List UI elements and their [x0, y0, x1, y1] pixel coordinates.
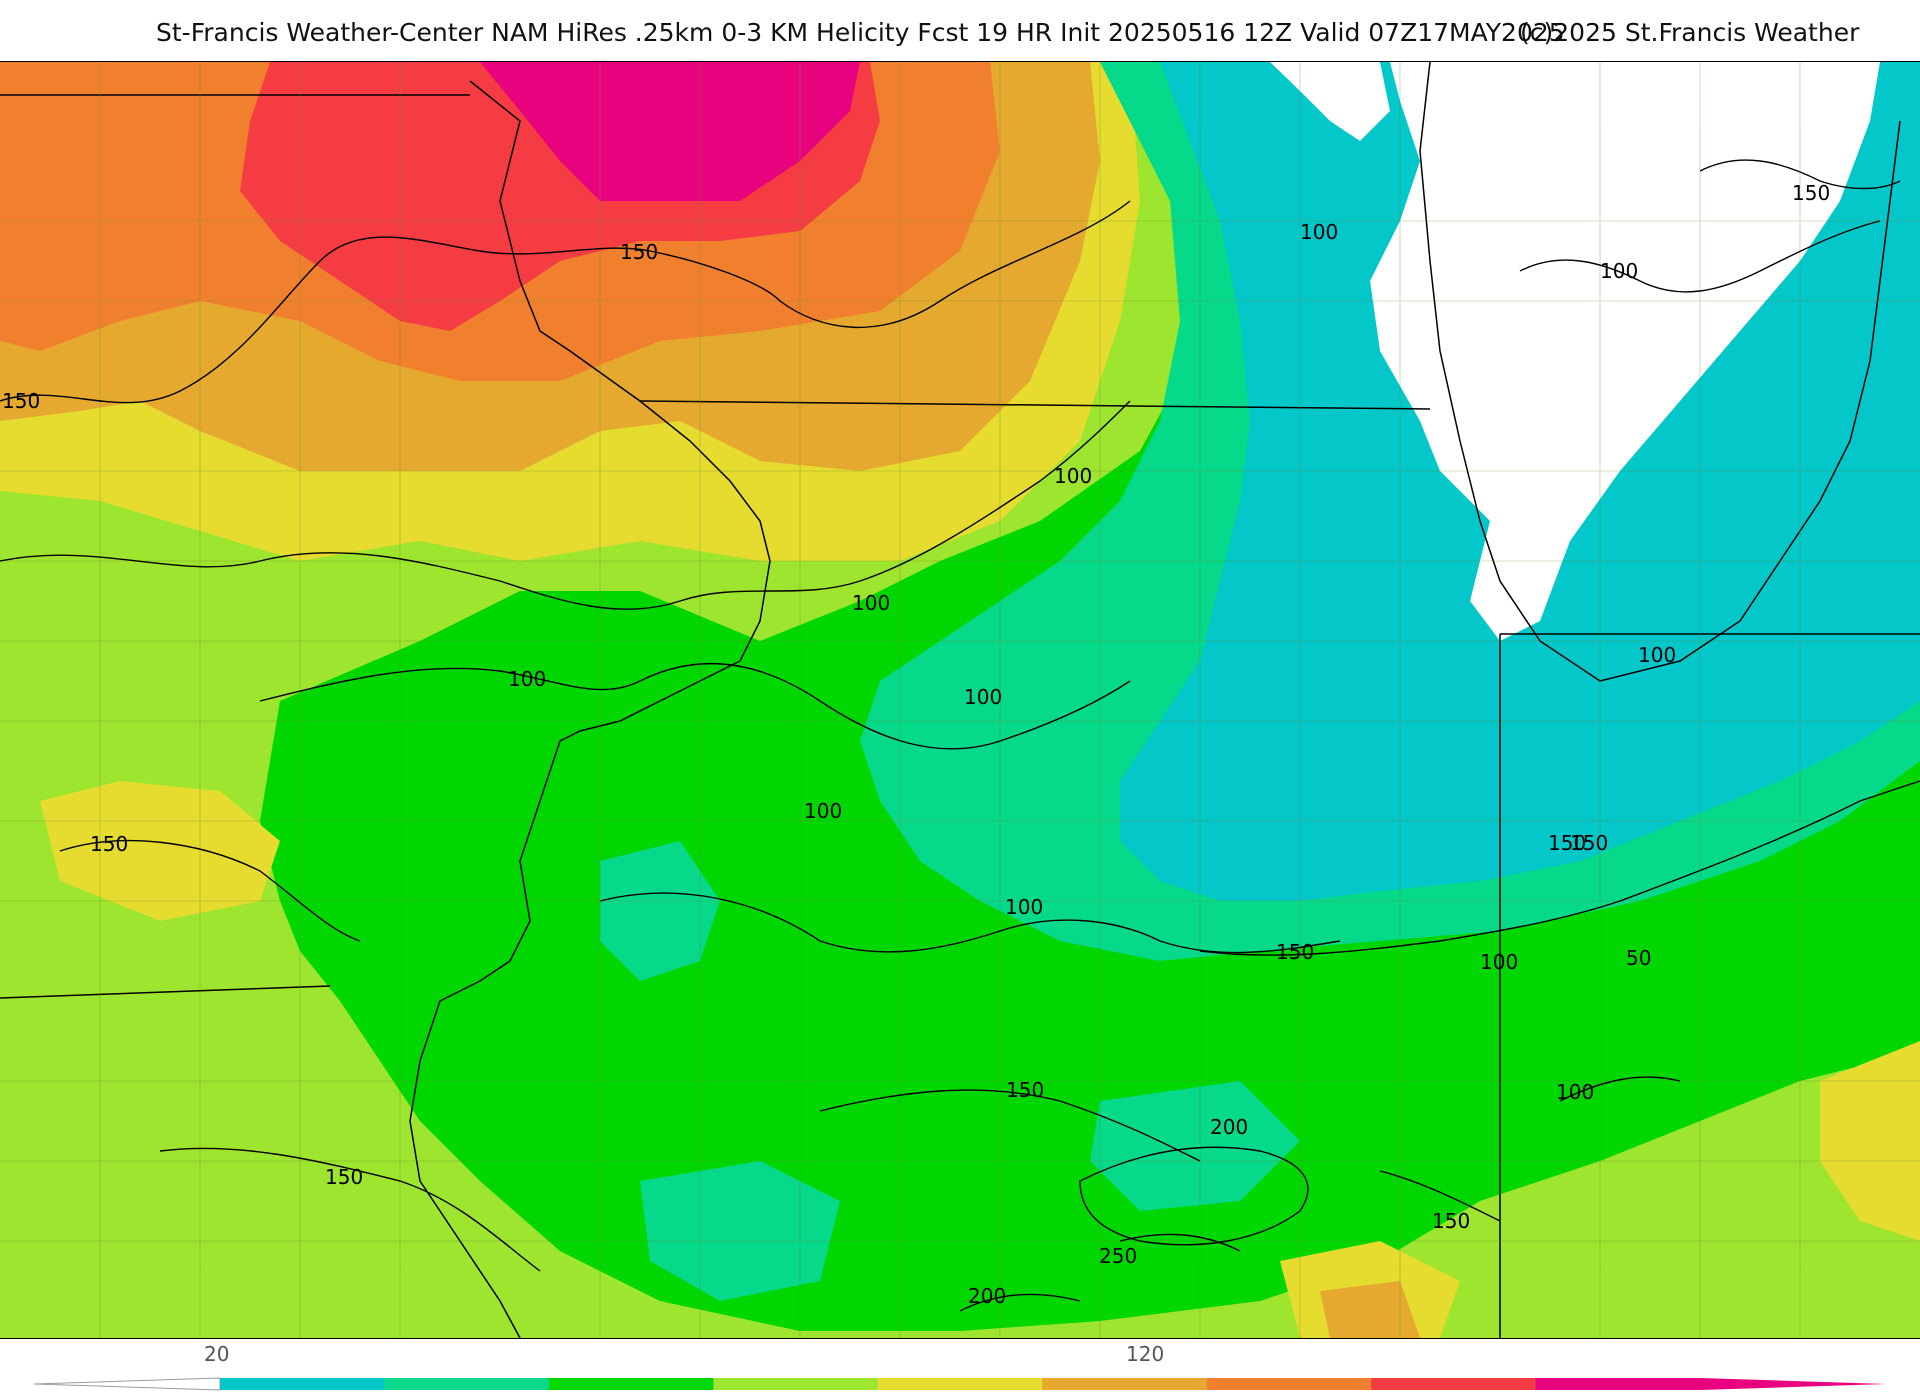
colorbar-cell	[1371, 1378, 1537, 1390]
contour-label: 200	[968, 1284, 1006, 1308]
contour-label: 100	[1005, 895, 1043, 919]
contour-label: 200	[1210, 1115, 1248, 1139]
contour-100-mid	[0, 400, 1131, 610]
contour-label: 100	[1600, 259, 1638, 283]
field-tan-s	[1320, 1281, 1420, 1338]
contour-200-south	[959, 1293, 1081, 1312]
contour-label: 100	[964, 685, 1002, 709]
field-teal-pocket-2	[640, 1161, 840, 1301]
colorbar-tick-label: 20	[204, 1342, 230, 1366]
colorbar-high-arrow	[1700, 1378, 1886, 1390]
field-teal-pocket-3	[1090, 1081, 1300, 1211]
contour-label: 150	[1548, 831, 1586, 855]
contour-label: 100	[804, 799, 842, 823]
helicity-map[interactable]: 150 150 150 150 100 100 100 100 100 100 …	[0, 61, 1920, 1339]
border-river-1	[469, 80, 771, 742]
contour-label: 150	[1276, 940, 1314, 964]
contour-100-central	[259, 662, 1131, 750]
contour-150-south	[819, 1089, 1201, 1162]
border-state-line-2	[0, 985, 331, 999]
colorbar-tick-label: 120	[1126, 1342, 1165, 1366]
colorbar-cell	[384, 1378, 550, 1390]
colorbar-svg	[33, 1377, 1886, 1391]
colorbar-cell	[713, 1378, 879, 1390]
contour-150-north	[0, 200, 1131, 404]
contour-label: 150	[90, 832, 128, 856]
contour-200-loop	[1079, 1146, 1309, 1246]
border-lake-shore	[1419, 62, 1901, 682]
helicity-map-svg: 150 150 150 150 100 100 100 100 100 100 …	[0, 62, 1920, 1338]
field-light-green-sw	[0, 881, 300, 1101]
contour-label: 100	[1638, 643, 1676, 667]
contour-150-ne	[1699, 159, 1901, 190]
field-yellow-se	[1820, 1041, 1920, 1241]
colorbar-cell	[1206, 1378, 1372, 1390]
colorbar-cells	[220, 1378, 1701, 1390]
contour-label: 100	[1556, 1080, 1594, 1104]
contour-label: 100	[1480, 950, 1518, 974]
colorbar: 20 120	[0, 1340, 1920, 1400]
colorbar-low-arrow	[33, 1377, 221, 1391]
copyright-text: (c)2025 St.Francis Weather	[1520, 18, 1860, 47]
field-teal-pocket-1	[600, 841, 720, 981]
contour-150-se	[1379, 1170, 1501, 1222]
map-title: St-Francis Weather-Center NAM HiRes .25k…	[156, 18, 1565, 47]
colorbar-cell	[1535, 1378, 1701, 1390]
contour-250	[1119, 1233, 1241, 1252]
colorbar-cell	[220, 1378, 385, 1390]
helicity-contours	[0, 159, 1920, 1312]
colorbar-cell	[548, 1378, 714, 1390]
contour-label: 150	[2, 389, 40, 413]
contour-label: 250	[1099, 1244, 1137, 1268]
contour-label: 150	[1570, 831, 1608, 855]
contour-label: 100	[1300, 220, 1338, 244]
contour-label: 100	[852, 591, 890, 615]
contour-label: 150	[1432, 1209, 1470, 1233]
contour-label: 100	[1054, 464, 1092, 488]
contour-100-se	[1559, 1076, 1681, 1102]
contour-100-ne	[1519, 220, 1881, 293]
colorbar-cell	[877, 1378, 1043, 1390]
contour-label: 150	[1006, 1078, 1044, 1102]
county-lines	[0, 62, 1920, 1338]
field-magenta-nw	[480, 62, 860, 201]
map-title-bar: St-Francis Weather-Center NAM HiRes .25k…	[0, 14, 1920, 54]
field-white-ne	[1370, 62, 1880, 641]
contour-150-sw	[59, 839, 361, 942]
border-state-line-1	[639, 400, 1431, 410]
contour-label-group: 150 150 150 150 100 100 100 100 100 100 …	[2, 181, 1830, 1308]
contour-label: 100	[508, 667, 546, 691]
contour-label: 150	[325, 1165, 363, 1189]
contour-label: 50	[1626, 946, 1651, 970]
colorbar-cell	[1042, 1378, 1208, 1390]
contour-150-sw-low	[159, 1147, 541, 1272]
contour-label: 150	[620, 240, 658, 264]
contour-150-east	[1199, 780, 1920, 956]
contour-100-south-central	[599, 892, 1341, 954]
contour-label: 150	[1792, 181, 1830, 205]
